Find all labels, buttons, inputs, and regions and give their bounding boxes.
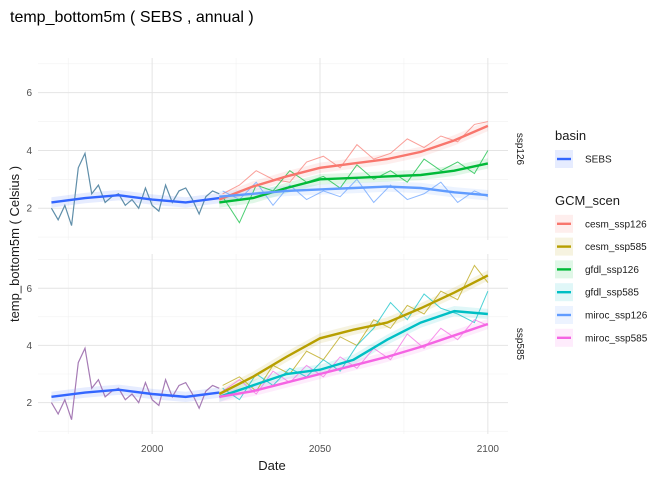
smooth-line-gfdl_ssp585 [218, 309, 488, 398]
x-tick-label: 2050 [309, 444, 332, 455]
chart-title: temp_bottom5m ( SEBS , annual ) [10, 9, 254, 26]
smooth-line-SEBS [51, 194, 220, 204]
smooth-line-gfdl_ssp126 [219, 162, 489, 204]
legend-label: miroc_ssp585 [585, 333, 648, 344]
series-line-miroc_ssp126 [222, 178, 489, 207]
legend-label: cesm_ssp585 [585, 242, 647, 253]
legend-label: miroc_ssp126 [585, 311, 648, 322]
legend: basin SEBS GCM_scen cesm_ssp126 cesm_ssp585g… [555, 128, 648, 347]
y-tick-label: 4 [26, 341, 32, 352]
legend-title: basin [555, 128, 586, 143]
x-tick-label: 2000 [141, 444, 164, 455]
legend-label: cesm_ssp126 [585, 219, 647, 230]
panel-ssp126: 2 4 6 ssp126 [26, 58, 525, 240]
y-axis-title: temp_bottom5m ( Celsius ) [7, 166, 22, 322]
y-tick-label: 6 [26, 88, 32, 99]
series-line-cesm_ssp126 [222, 121, 488, 195]
y-tick-label: 2 [26, 398, 32, 409]
grid [38, 254, 508, 434]
x-axis-title: Date [258, 458, 285, 473]
confidence-band [219, 270, 488, 400]
chart-panels: 2 4 6 ssp126 2 4 6 ssp585 2000 2050 2100 [26, 58, 525, 455]
confidence-band [51, 384, 220, 402]
confidence-band [219, 306, 488, 402]
legend-label: gfdl_ssp585 [585, 288, 639, 299]
y-tick-label: 4 [26, 146, 32, 157]
x-tick-label: 2100 [477, 444, 500, 455]
confidence-band [219, 181, 488, 202]
hindcast-line [50, 346, 220, 420]
facet-strip-label: ssp126 [514, 133, 525, 166]
legend-title: GCM_scen [555, 193, 620, 208]
y-tick-label: 6 [26, 284, 32, 295]
hindcast-line [50, 151, 220, 226]
panel-ssp585: 2 4 6 ssp585 [26, 254, 525, 434]
series-line-gfdl_ssp126 [222, 150, 489, 224]
legend-label: SEBS [585, 155, 612, 166]
smooth-line-cesm_ssp126 [218, 124, 489, 201]
y-tick-label: 2 [26, 204, 32, 215]
confidence-band [51, 190, 220, 208]
legend-label: gfdl_ssp126 [585, 265, 639, 276]
smooth-line-cesm_ssp585 [218, 274, 489, 396]
smooth-line-SEBS [51, 388, 220, 399]
facet-strip-label: ssp585 [514, 328, 525, 361]
smooth-line-miroc_ssp126 [219, 185, 488, 198]
series-line-miroc_ssp585 [222, 319, 489, 395]
smooth-line-miroc_ssp585 [219, 322, 489, 399]
